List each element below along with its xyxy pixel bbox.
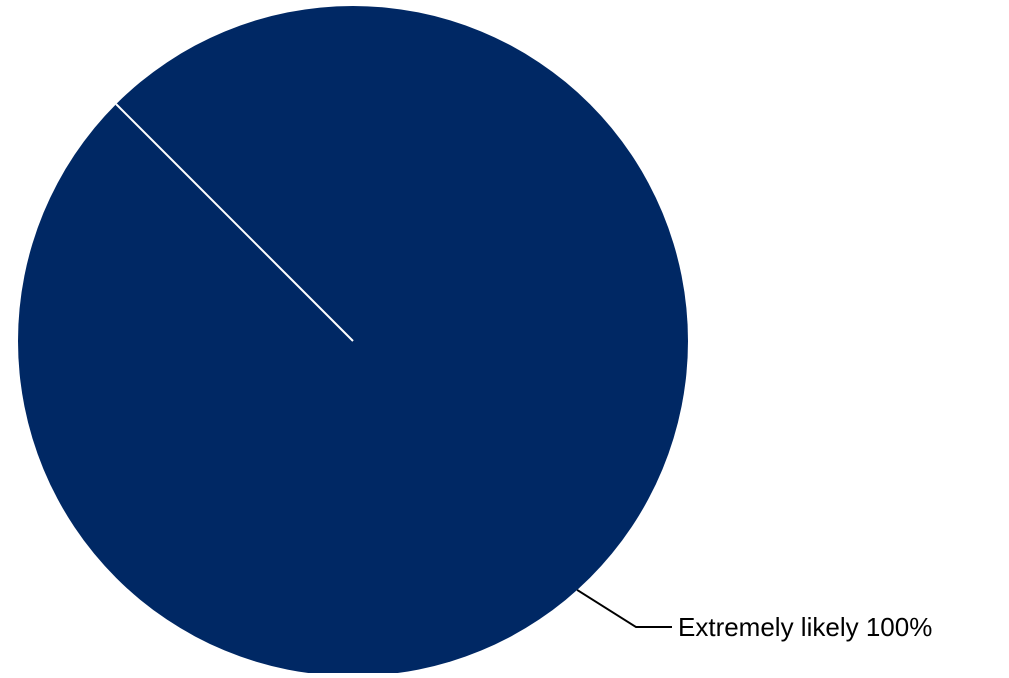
slice-border-0 <box>115 103 354 342</box>
leader-line-0 <box>576 589 672 628</box>
slice-label-0: Extremely likely 100% <box>678 612 932 642</box>
